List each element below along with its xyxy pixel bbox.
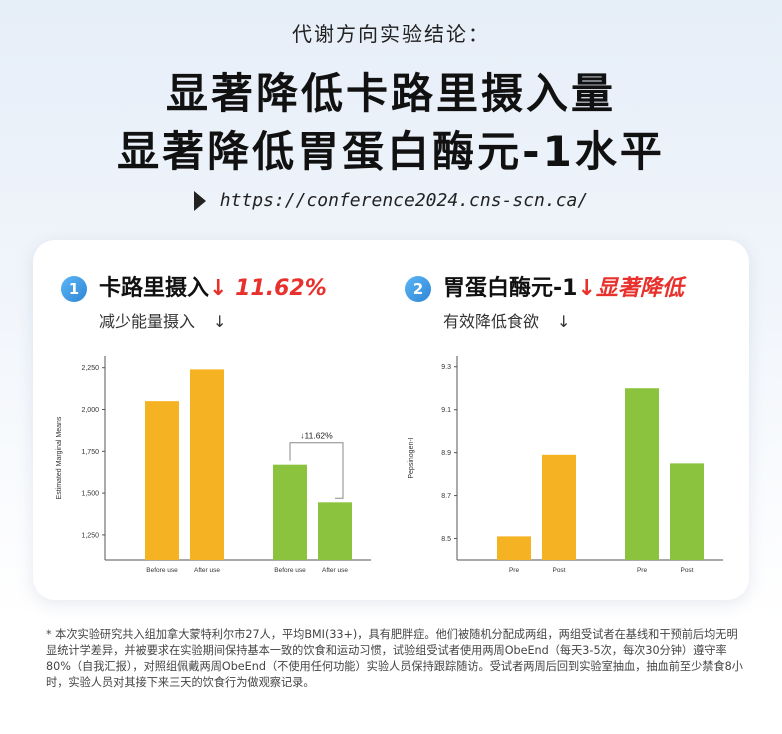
x-tick-label: After use (194, 567, 220, 574)
y-tick-label: 2,250 (81, 365, 99, 372)
y-axis-label: Pepsinogen-I (408, 437, 415, 478)
calorie-bar-chart: Estimated Marginal Means 1,250 1,500 1,750 2… (56, 356, 371, 574)
panel-number: 2 (405, 276, 431, 302)
y-tick-label: 8.7 (441, 493, 451, 500)
y-tick-label: 9.1 (441, 407, 451, 414)
panel-highlight: ↓ 11.62% (209, 276, 327, 301)
x-tick-label: Before use (274, 567, 306, 574)
panel-description-text: 有效降低食欲 (443, 312, 540, 331)
pepsinogen-bar-chart: Pepsinogen-I 8.5 8.7 8.9 9.1 9.3 Pre Post Pre Pos… (408, 356, 723, 574)
y-axis-label: Estimated Marginal Means (56, 416, 63, 499)
bar (625, 388, 659, 560)
x-tick-label: Before use (146, 567, 178, 574)
x-tick-label: Post (680, 567, 693, 574)
down-arrow-icon: ↓ (557, 312, 571, 331)
panel-description-text: 减少能量摄入 (99, 312, 196, 331)
x-tick-label: Post (552, 567, 565, 574)
y-tick-label: 1,250 (81, 532, 99, 539)
bar (190, 369, 224, 560)
y-tick-label: 2,000 (81, 407, 99, 414)
y-tick-label: 1,500 (81, 491, 99, 498)
conference-url[interactable]: https://conference2024.cns-scn.ca/ (219, 190, 589, 211)
x-tick-label: Pre (637, 567, 648, 574)
panel-number: 1 (61, 276, 87, 302)
x-tick-label: Pre (509, 567, 520, 574)
y-tick-label: 8.5 (441, 536, 451, 543)
panel-title-text: 卡路里摄入 (99, 276, 210, 301)
panel-description: 减少能量摄入 ↓ (99, 308, 226, 332)
y-tick-label: 8.9 (441, 450, 451, 457)
bar (542, 454, 576, 560)
panel-title: 胃蛋白酶元-1↓显著降低 (443, 270, 684, 302)
bar (318, 502, 352, 560)
headline-calorie: 显著降低卡路里摄入量 (165, 69, 616, 118)
bar (273, 464, 307, 560)
y-tick-label: 9.3 (441, 364, 451, 371)
play-icon (193, 190, 206, 211)
annotation-bracket (289, 442, 344, 499)
panel-description: 有效降低食欲 ↓ (443, 308, 570, 332)
headline-pepsinogen: 显著降低胃蛋白酶元-1水平 (117, 127, 665, 176)
panel-highlight: ↓显著降低 (577, 276, 684, 301)
y-tick-label: 1,750 (81, 449, 99, 456)
results-card: 1 卡路里摄入↓ 11.62% 减少能量摄入 ↓ Estimated Margin… (33, 240, 749, 600)
down-arrow-icon: ↓ (213, 312, 227, 331)
x-tick-label: After use (322, 567, 348, 574)
panel-title: 卡路里摄入↓ 11.62% (99, 270, 327, 302)
url-row: https://conference2024.cns-scn.ca/ (0, 190, 782, 211)
bar (670, 463, 704, 560)
panel-title-text: 胃蛋白酶元-1 (443, 276, 578, 301)
bar (145, 401, 179, 560)
footnote: * 本次实验研究共入组加拿大蒙特利尔市27人，平均BMI(33+)，具有肥胖症。… (46, 628, 743, 689)
bar (497, 536, 531, 560)
subtitle: 代谢方向实验结论： (292, 22, 490, 46)
annotation-label: ↓11.62% (300, 431, 333, 441)
